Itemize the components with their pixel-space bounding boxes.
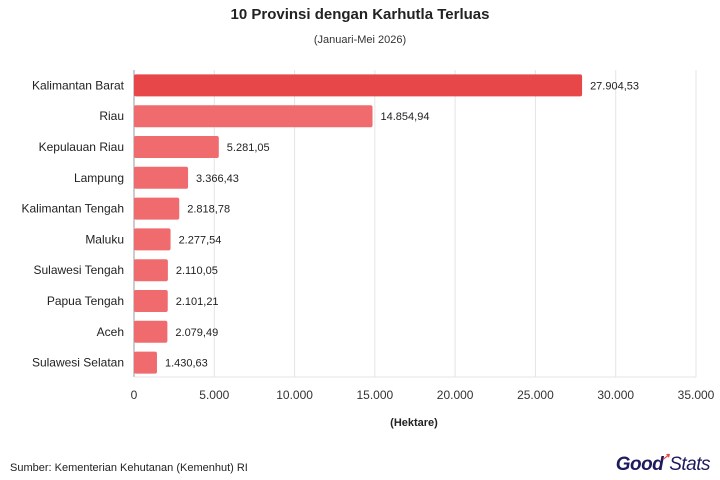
- goodstats-logo: Good↗Stats: [615, 452, 711, 476]
- category-label: Lampung: [74, 171, 124, 185]
- value-label: 5.281,05: [227, 142, 270, 154]
- category-label: Riau: [99, 109, 124, 123]
- category-label: Kalimantan Barat: [32, 78, 125, 92]
- x-tick-label: 10.000: [276, 388, 313, 402]
- bar: [134, 290, 168, 312]
- logo-stats-text: Stats: [669, 454, 710, 475]
- value-label: 2.110,05: [176, 265, 218, 277]
- x-tick-label: 35.000: [678, 388, 715, 402]
- category-label: Papua Tengah: [47, 294, 124, 308]
- category-label: Maluku: [85, 232, 124, 246]
- value-label: 1.430,63: [165, 358, 208, 370]
- bar: [134, 228, 171, 251]
- bar: [134, 166, 189, 189]
- bars: [134, 74, 583, 374]
- bar: [134, 259, 168, 282]
- x-tick-label: 0: [131, 388, 138, 402]
- value-label: 2.101,21: [176, 296, 219, 308]
- logo-good-text: Good: [615, 454, 664, 475]
- x-axis-title: (Hektare): [390, 417, 438, 429]
- labels: 0 5.000 10.000 15.000 20.000 25.000 30.000 35.0…: [21, 78, 714, 402]
- value-label: 14.854,94: [381, 111, 430, 123]
- source-note: Sumber: Kementerian Kehutanan (Kemenhut)…: [10, 462, 248, 474]
- x-tick-label: 15.000: [357, 388, 394, 402]
- value-label: 2.277,54: [179, 234, 222, 246]
- value-label: 3.366,43: [196, 173, 239, 185]
- category-label: Sulawesi Tengah: [33, 263, 124, 277]
- bar: [134, 136, 219, 158]
- category-label: Aceh: [97, 325, 124, 339]
- value-label: 2.079,49: [175, 327, 218, 339]
- chart-title: 10 Provinsi dengan Karhutla Terluas: [230, 6, 490, 23]
- bar: [134, 351, 157, 374]
- bar: [134, 105, 373, 128]
- bar: [134, 320, 168, 343]
- chart-subtitle: (Januari-Mei 2026): [313, 34, 407, 46]
- bar: [134, 74, 583, 97]
- logo-spark-icon: ↗: [661, 452, 670, 463]
- category-label: Kepulauan Riau: [39, 140, 124, 154]
- value-label: 2.818,78: [187, 204, 230, 216]
- x-tick-label: 20.000: [437, 388, 474, 402]
- bar: [134, 197, 180, 220]
- x-tick-label: 25.000: [517, 388, 554, 402]
- category-label: Kalimantan Tengah: [21, 202, 124, 216]
- x-tick-label: 5.000: [199, 388, 229, 402]
- category-label: Sulawesi Selatan: [32, 356, 124, 370]
- value-label: 27.904,53: [590, 80, 639, 92]
- x-tick-label: 30.000: [597, 388, 634, 402]
